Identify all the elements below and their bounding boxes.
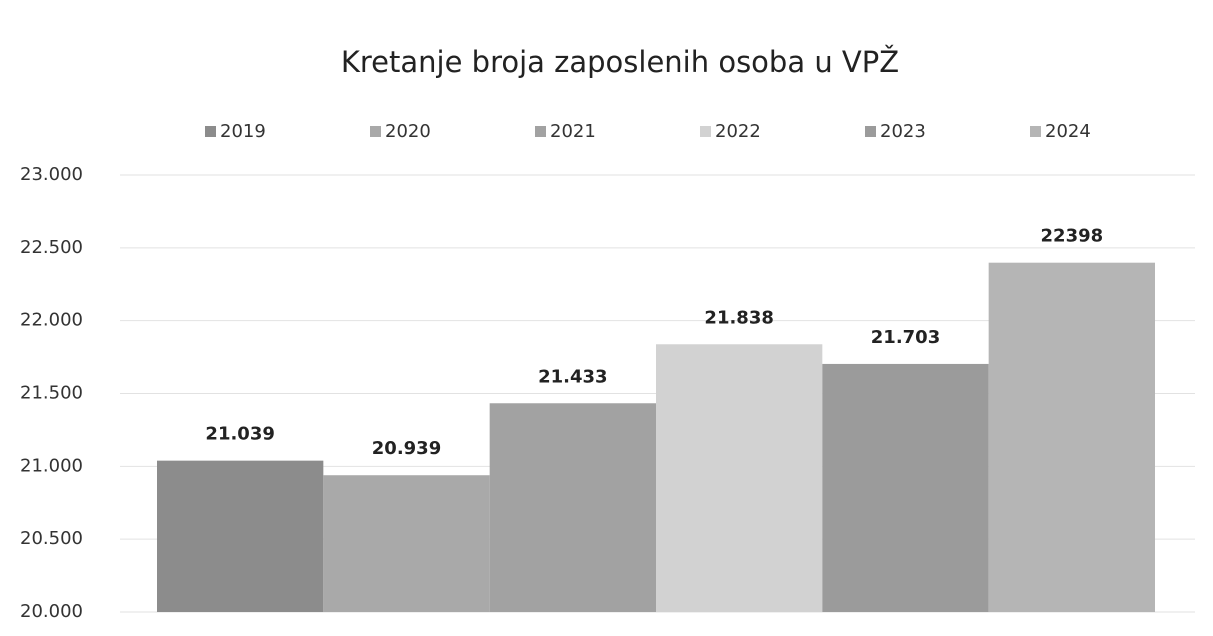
legend-label: 2019 (220, 121, 266, 142)
y-tick-label: 20.500 (20, 528, 83, 549)
bar (656, 344, 823, 612)
legend-swatch (1030, 126, 1041, 137)
legend-label: 2023 (880, 121, 926, 142)
value-label: 21.838 (704, 307, 773, 328)
legend-label: 2020 (385, 121, 431, 142)
legend-swatch (865, 126, 876, 137)
y-tick-label: 22.500 (20, 237, 83, 258)
value-label: 21.039 (205, 424, 274, 445)
y-tick-label: 23.000 (20, 164, 83, 185)
y-tick-label: 21.500 (20, 383, 83, 404)
legend-swatch (205, 126, 216, 137)
bar (822, 363, 989, 612)
legend-swatch (370, 126, 381, 137)
chart-title: Kretanje broja zaposlenih osoba u VPŽ (341, 45, 899, 79)
bar (157, 460, 324, 612)
bar (489, 403, 656, 612)
value-label: 22398 (1041, 226, 1104, 247)
legend-label: 2024 (1045, 121, 1091, 142)
legend-label: 2021 (550, 121, 596, 142)
value-label: 21.433 (538, 366, 607, 387)
y-tick-label: 21.000 (20, 455, 83, 476)
legend-swatch (700, 126, 711, 137)
legend-label: 2022 (715, 121, 761, 142)
bar (988, 262, 1155, 612)
value-label: 21.703 (871, 327, 940, 348)
legend-swatch (535, 126, 546, 137)
y-tick-label: 20.000 (20, 601, 83, 622)
value-label: 20.939 (372, 438, 441, 459)
bar (323, 475, 490, 612)
y-tick-label: 22.000 (20, 310, 83, 331)
